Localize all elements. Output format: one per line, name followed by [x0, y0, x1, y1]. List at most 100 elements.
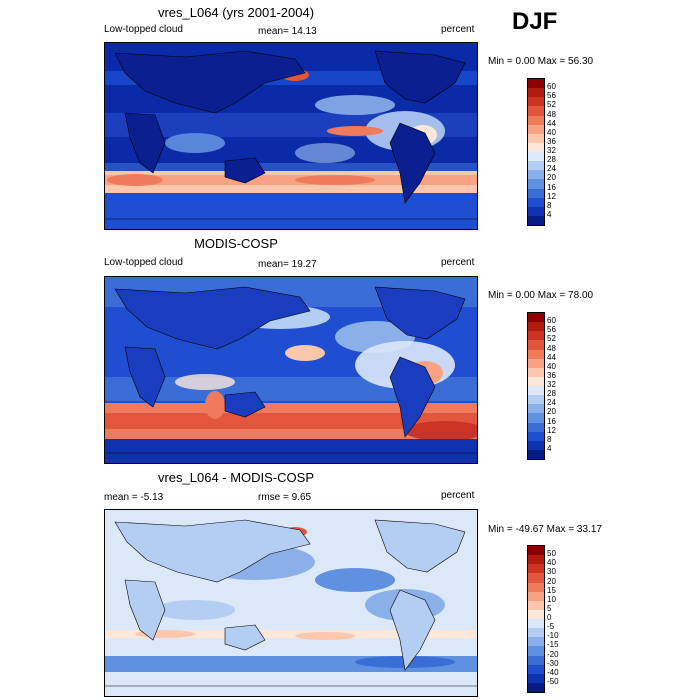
colorbar-swatch	[528, 655, 544, 665]
colorbar-tick-label: 12	[547, 191, 556, 201]
colorbar-tick-label: 40	[547, 361, 556, 371]
colorbar-tick-label: 16	[547, 182, 556, 192]
colorbar-swatch	[528, 628, 544, 638]
colorbar-swatch	[528, 331, 544, 341]
panel-1-mean: mean= 14.13	[258, 26, 317, 37]
colorbar-swatch	[528, 591, 544, 601]
colorbar-swatch	[528, 152, 544, 162]
colorbar-tick-label: -40	[547, 667, 559, 677]
colorbar-tick-label: -5	[547, 622, 555, 632]
colorbar-tick-label: 44	[547, 118, 556, 128]
colorbar-swatch	[528, 79, 544, 89]
colorbar-swatch	[528, 609, 544, 619]
panel-3-title: vres_L064 - MODIS-COSP	[157, 470, 315, 485]
colorbar-tick-label: 44	[547, 352, 556, 362]
panel-3-mean: mean = -5.13	[104, 492, 164, 503]
colorbar-tick-label: 5	[547, 603, 552, 613]
colorbar-tick-label: 4	[547, 443, 552, 453]
colorbar-swatch	[528, 349, 544, 359]
colorbar-swatch	[528, 600, 544, 610]
colorbar-swatch	[528, 404, 544, 414]
colorbar-tick-label: 50	[547, 549, 556, 559]
panel-1-units: percent	[441, 24, 475, 35]
colorbar-swatch	[528, 376, 544, 386]
colorbar-swatch	[528, 413, 544, 423]
colorbar-tick-label: 36	[547, 136, 556, 146]
colorbar-tick-label: 10	[547, 594, 556, 604]
colorbar-swatch	[528, 395, 544, 405]
colorbar-tick-label: 0	[547, 613, 552, 622]
colorbar-tick-label: 60	[547, 82, 556, 92]
colorbar-tick-label: 40	[547, 558, 556, 568]
colorbar-tick-label: 48	[547, 343, 556, 353]
colorbar-tick-label: 32	[547, 380, 556, 389]
colorbar-swatch	[528, 197, 544, 207]
colorbar-swatch	[528, 440, 544, 450]
colorbar-swatch	[528, 313, 544, 323]
colorbar-tick-label: -10	[547, 631, 559, 641]
colorbar-swatch	[528, 573, 544, 583]
colorbar-swatch	[528, 646, 544, 656]
colorbar-swatch	[528, 637, 544, 647]
colorbar-swatch	[528, 115, 544, 125]
panel-1-left-text: Low-topped cloud	[104, 24, 183, 35]
colorbar-swatch	[528, 142, 544, 152]
colorbar-swatch	[528, 367, 544, 377]
colorbar-tick-label: 60	[547, 316, 556, 326]
colorbar-tick-label: 20	[547, 576, 556, 586]
colorbar-tick-label: 40	[547, 127, 556, 137]
panel-3-units: percent	[441, 490, 475, 501]
colorbar-tick-label: 48	[547, 109, 556, 119]
colorbar-tick-label: -15	[547, 640, 559, 650]
colorbar-tick-label: 12	[547, 425, 556, 435]
colorbar-tick-label: -50	[547, 676, 559, 686]
colorbar-tick-label: 8	[547, 434, 552, 444]
panel-2-colorbar-labels: 60 56 52 48 44 40 36 32 28 24 20 16 12 8 4	[547, 312, 577, 458]
season-label: DJF	[512, 8, 558, 35]
colorbar-tick-label: -30	[547, 658, 559, 668]
colorbar-tick-label: 52	[547, 334, 556, 344]
panel-3-colorbar-labels: 50 40 30 20 15 10 5 0 -5 -10 -15 -20 -30 -40 -50	[547, 545, 577, 691]
panel-2-mean: mean= 19.27	[258, 259, 317, 270]
colorbar-swatch	[528, 179, 544, 189]
colorbar-tick-label: 8	[547, 200, 552, 210]
colorbar-swatch	[528, 546, 544, 556]
colorbar-swatch	[528, 564, 544, 574]
colorbar-swatch	[528, 124, 544, 134]
colorbar-tick-label: 56	[547, 325, 556, 335]
colorbar-swatch	[528, 555, 544, 565]
panel-1-title: vres_L064 (yrs 2001-2004)	[157, 5, 315, 20]
colorbar-tick-label: 30	[547, 567, 556, 577]
colorbar-swatch	[528, 133, 544, 143]
colorbar-swatch	[528, 358, 544, 368]
colorbar-tick-label: 20	[547, 173, 556, 183]
colorbar-swatch	[528, 664, 544, 674]
panel-1-colorbar	[527, 78, 545, 226]
colorbar-tick-label: 24	[547, 398, 556, 408]
colorbar-swatch	[528, 161, 544, 171]
panel-2-colorbar	[527, 312, 545, 460]
colorbar-tick-label: 20	[547, 407, 556, 417]
colorbar-tick-label: -20	[547, 649, 559, 659]
panel-2-units: percent	[441, 257, 475, 268]
colorbar-tick-label: 28	[547, 389, 556, 399]
panel-1-map	[104, 42, 478, 230]
panel-2-left-text: Low-topped cloud	[104, 257, 183, 268]
colorbar-tick-label: 28	[547, 155, 556, 165]
colorbar-swatch	[528, 673, 544, 683]
colorbar-tick-label: 52	[547, 100, 556, 110]
panel-1-colorbar-labels: 60 56 52 48 44 40 36 32 28 24 20 16 12 8 4	[547, 78, 577, 224]
colorbar-swatch	[528, 431, 544, 441]
panel-3-minmax: Min = -49.67 Max = 33.17	[488, 524, 602, 535]
colorbar-tick-label: 15	[547, 585, 556, 595]
colorbar-swatch	[528, 188, 544, 198]
colorbar-swatch	[528, 97, 544, 107]
colorbar-swatch	[528, 422, 544, 432]
colorbar-swatch	[528, 386, 544, 396]
colorbar-swatch	[528, 619, 544, 629]
panel-2-map	[104, 276, 478, 464]
panel-2-title: MODIS-COSP	[194, 236, 278, 251]
colorbar-swatch	[528, 170, 544, 180]
colorbar-swatch	[528, 449, 544, 459]
panel-1-minmax: Min = 0.00 Max = 56.30	[488, 56, 594, 67]
